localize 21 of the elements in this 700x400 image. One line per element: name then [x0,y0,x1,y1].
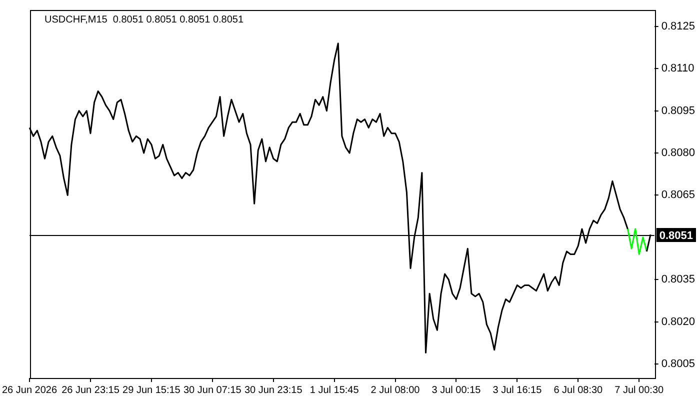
x-tick-label: 30 Jun 23:15 [244,384,303,396]
y-tick-label: 0.8125 [661,20,696,33]
y-tick-label: 0.8065 [661,189,696,202]
y-tick-label: 0.8020 [661,316,696,328]
x-tick-label: 1 Jul 15:45 [310,384,360,396]
text: USDCHF,M15 0.8051 0.8051 0.8051 0.8051 [44,14,244,26]
y-tick-label: 0.8110 [661,62,694,75]
x-tick-label: 3 Jul 16:15 [492,384,542,396]
y-tick-label: 0.8080 [661,147,696,160]
y-tick-label: 0.8005 [661,358,696,370]
x-tick-label: 7 Jul 00:30 [614,384,664,396]
ref-line-label: 0.8051 [659,230,694,242]
x-tick-label: 6 Jul 08:30 [554,384,604,396]
x-tick-label: 3 Jul 00:15 [432,384,482,396]
y-tick-label: 0.8035 [661,274,696,286]
x-tick-label: 26 Jun 2026 [2,384,58,396]
x-tick-label: 29 Jun 15:15 [122,384,181,396]
x-tick-label: 30 Jun 07:15 [183,384,242,396]
y-tick-label: 0.8095 [661,104,696,117]
x-tick-label: 26 Jun 23:15 [62,384,120,396]
x-tick-label: 2 Jul 08:00 [370,384,420,396]
